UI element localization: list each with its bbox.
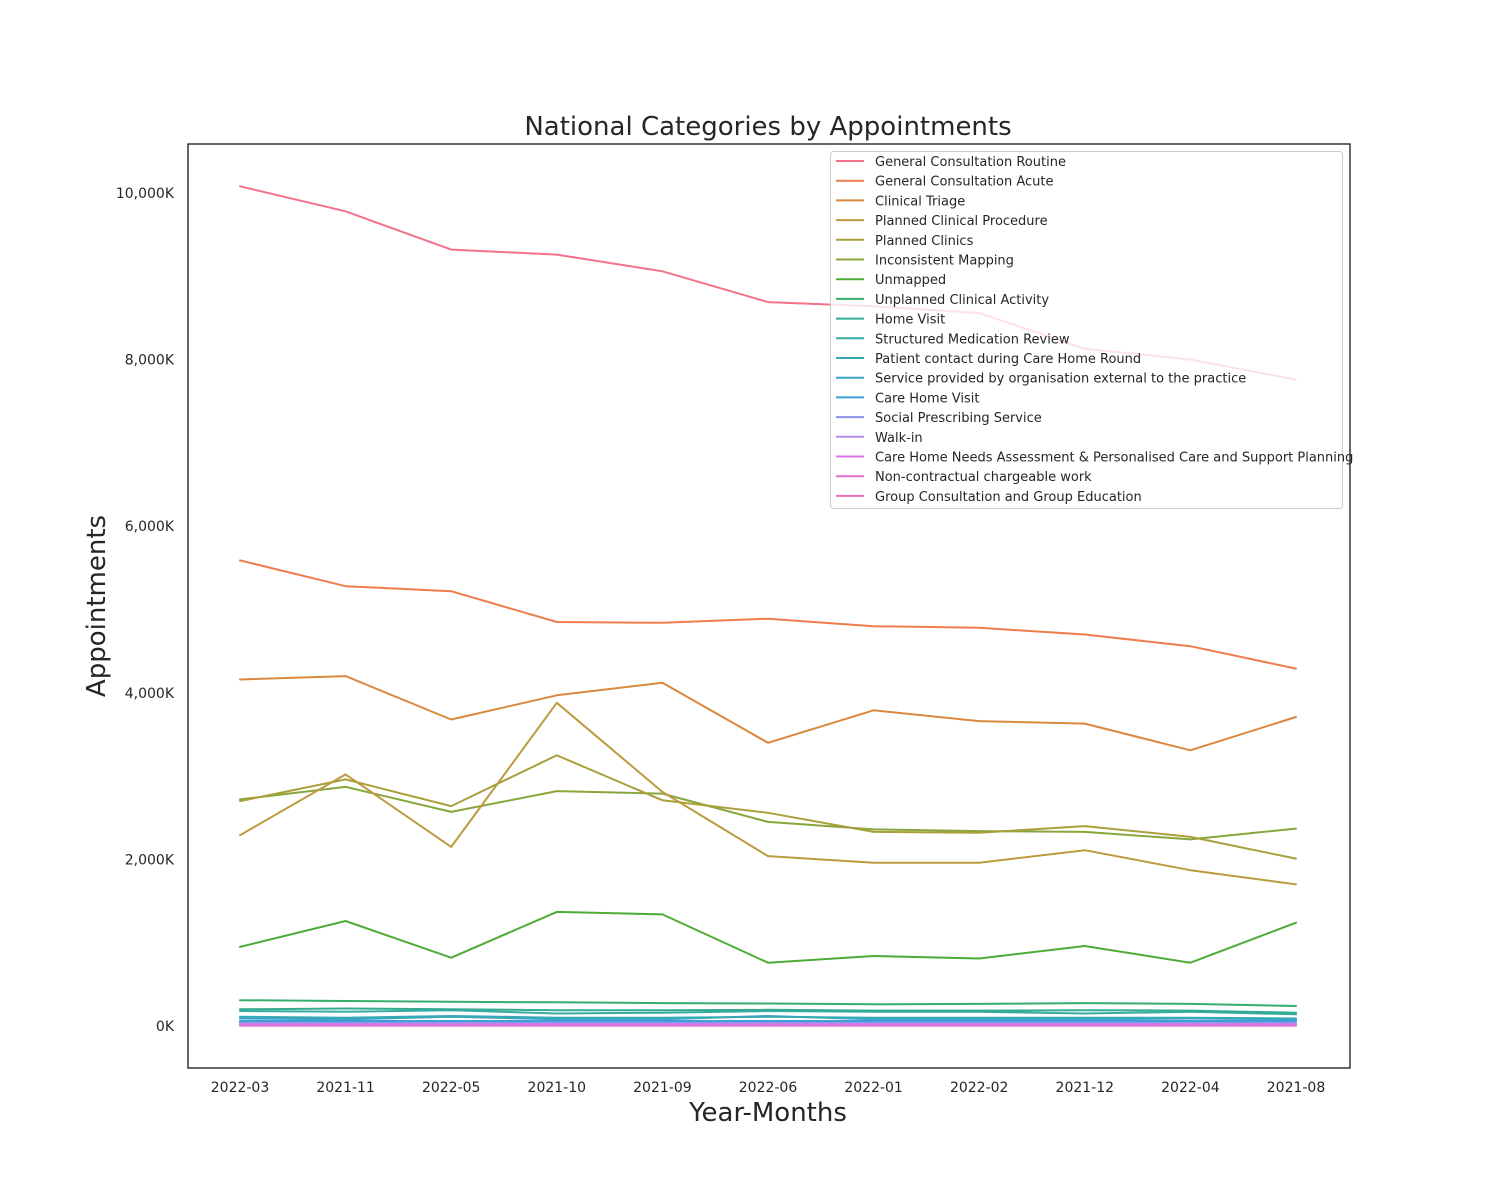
x-axis-label: Year-Months	[688, 1098, 847, 1128]
series-line	[239, 701, 1297, 886]
y-axis-label: Appointments	[82, 515, 112, 697]
y-tick-label: 0K	[156, 1019, 175, 1035]
legend-label: Unplanned Clinical Activity	[875, 293, 1049, 308]
legend-label: Service provided by organisation externa…	[875, 372, 1246, 387]
legend-label: Clinical Triage	[875, 194, 965, 209]
y-tick-label: 2,000K	[125, 852, 175, 868]
legend-box	[830, 151, 1343, 509]
legend-label: Care Home Needs Assessment & Personalise…	[875, 451, 1353, 466]
x-tick-label: 2022-01	[844, 1080, 903, 1096]
series-line	[239, 785, 1297, 841]
series-line	[239, 675, 1297, 752]
y-tick-label: 6,000K	[125, 519, 175, 535]
legend-label: General Consultation Routine	[875, 155, 1066, 170]
chart-title: National Categories by Appointments	[524, 112, 1011, 142]
y-tick-label: 10,000K	[116, 186, 175, 202]
series-line	[239, 1009, 1297, 1016]
series-line	[239, 559, 1297, 670]
legend-label: Patient contact during Care Home Round	[875, 352, 1141, 367]
y-tick-label: 8,000K	[125, 353, 175, 369]
series-line	[239, 999, 1297, 1007]
x-tick-label: 2021-09	[633, 1080, 692, 1096]
legend: General Consultation Routine General Cons…	[830, 151, 1353, 509]
legend-label: Home Visit	[875, 313, 945, 328]
x-tick-label: 2021-10	[528, 1080, 587, 1096]
legend-label: General Consultation Acute	[875, 175, 1054, 190]
series-layer	[239, 185, 1297, 1027]
legend-label: Planned Clinics	[875, 234, 974, 249]
x-tick-label: 2022-06	[739, 1080, 798, 1096]
x-tick-label: 2022-04	[1161, 1080, 1220, 1096]
legend-label: Non-contractual chargeable work	[875, 470, 1092, 485]
legend-label: Social Prescribing Service	[875, 411, 1042, 426]
plot-frame	[187, 143, 1351, 1069]
legend-label: Inconsistent Mapping	[875, 254, 1014, 269]
legend-label: Group Consultation and Group Education	[875, 490, 1142, 505]
series-line	[239, 910, 1297, 964]
legend-label: Unmapped	[875, 273, 946, 288]
series-line	[239, 754, 1297, 860]
series-line	[239, 1015, 1297, 1020]
legend-label: Structured Medication Review	[875, 332, 1070, 347]
x-tick-label: 2021-11	[316, 1080, 375, 1096]
tick-layer: 2022-03 2021-11 2022-05 2021-10 2021-09 2022-…	[116, 186, 1325, 1096]
x-tick-label: 2021-12	[1056, 1080, 1115, 1096]
x-tick-label: 2022-03	[211, 1080, 270, 1096]
series-line	[239, 1007, 1297, 1014]
legend-label: Walk-in	[875, 431, 923, 446]
legend-label: Care Home Visit	[875, 391, 979, 406]
x-tick-label: 2022-05	[422, 1080, 481, 1096]
x-tick-label: 2022-02	[950, 1080, 1009, 1096]
y-tick-label: 4,000K	[125, 686, 175, 702]
x-tick-label: 2021-08	[1267, 1080, 1326, 1096]
legend-label: Planned Clinical Procedure	[875, 214, 1048, 229]
